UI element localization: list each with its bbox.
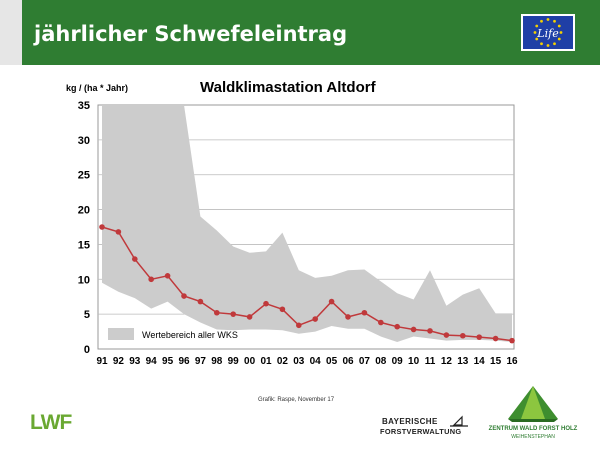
- x-tick-label: 03: [293, 356, 305, 367]
- zentrum-text: ZENTRUM WALD FORST HOLZ: [489, 426, 578, 432]
- data-point: [164, 273, 171, 279]
- x-tick-label: 98: [211, 356, 223, 367]
- x-tick-label: 13: [457, 356, 469, 367]
- eu-star-icon: [553, 19, 556, 23]
- eu-star-icon: [557, 37, 561, 41]
- x-tick-label: 02: [277, 356, 289, 367]
- x-tick-label: 93: [129, 356, 141, 367]
- data-point: [328, 298, 335, 305]
- eu-star-icon: [535, 24, 539, 28]
- x-tick-label: 96: [178, 356, 190, 367]
- eu-star-icon: [546, 18, 550, 21]
- data-point: [115, 229, 122, 235]
- y-tick-label: 20: [78, 205, 90, 217]
- y-tick-label: 0: [84, 344, 90, 356]
- bayerische-forstverwaltung-logo: BAYERISCHE FORSTVERWALTUNG: [380, 415, 468, 436]
- x-tick-label: 07: [359, 356, 371, 367]
- data-point: [443, 332, 450, 338]
- header-bar: [22, 0, 600, 65]
- lwf-logo-text: LWF: [30, 411, 72, 432]
- x-tick-label: 91: [96, 356, 108, 367]
- data-point: [246, 314, 253, 320]
- data-point: [148, 276, 154, 283]
- y-tick-label: 30: [78, 135, 90, 147]
- x-tick-labels: 91 92 93 94 95 96 97 98 99 00 01 02 03 04 05 06 07 08 09 10…: [96, 356, 518, 367]
- data-point: [181, 293, 187, 299]
- data-point: [99, 224, 105, 230]
- y-tick-label: 10: [78, 274, 90, 286]
- header-accent-strip: [0, 0, 22, 65]
- x-tick-label: 11: [425, 356, 436, 367]
- data-point: [410, 326, 417, 333]
- x-tick-label: 97: [195, 356, 207, 367]
- y-tick-label: 5: [84, 309, 90, 321]
- x-tick-label: 94: [146, 356, 158, 367]
- eu-star-icon: [533, 31, 537, 34]
- data-point: [312, 316, 319, 322]
- x-tick-label: 99: [228, 356, 240, 367]
- eu-life-logo: Life: [521, 14, 575, 51]
- data-point: [378, 319, 384, 326]
- data-point: [394, 323, 401, 330]
- eu-star-icon: [553, 42, 556, 46]
- data-point: [509, 337, 515, 344]
- zentrum-wald-forst-holz-logo: ZENTRUM WALD FORST HOLZ WEIHENSTEPHAN: [489, 386, 578, 440]
- eu-star-icon: [546, 44, 550, 47]
- header-banner: jährlicher Schwefeleintrag Life: [0, 0, 600, 65]
- data-point: [460, 332, 466, 339]
- eu-star-icon: [540, 42, 543, 46]
- sulfur-deposition-chart: Waldklimastation Altdorf kg / (ha * Jahr…: [66, 79, 518, 367]
- y-tick-label: 15: [78, 239, 90, 251]
- series-line-group: [99, 224, 515, 344]
- x-tick-label: 16: [506, 356, 518, 367]
- x-tick-label: 08: [375, 356, 387, 367]
- x-tick-label: 04: [310, 356, 322, 367]
- x-tick-label: 05: [326, 356, 338, 367]
- legend-label: Wertebereich aller WKS: [142, 330, 238, 340]
- data-point: [345, 314, 351, 320]
- eu-star-icon: [559, 31, 563, 34]
- data-point: [427, 328, 433, 334]
- x-tick-label: 01: [260, 356, 272, 367]
- data-point: [476, 334, 483, 340]
- data-point: [214, 309, 220, 316]
- data-point: [279, 306, 286, 313]
- x-tick-label: 00: [244, 356, 256, 367]
- x-tick-label: 06: [342, 356, 354, 367]
- legend-swatch: [108, 328, 134, 340]
- tree-mark-icon: [452, 415, 463, 426]
- range-band: [102, 105, 512, 342]
- forstverwaltung-text: FORSTVERWALTUNG: [380, 427, 461, 436]
- data-point: [492, 335, 499, 342]
- eu-star-icon: [557, 24, 561, 28]
- weihenstephan-text: WEIHENSTEPHAN: [511, 434, 555, 440]
- y-tick-label: 25: [78, 170, 90, 182]
- x-tick-label: 10: [408, 356, 420, 367]
- x-tick-label: 09: [392, 356, 404, 367]
- x-tick-label: 95: [162, 356, 174, 367]
- bayerische-text: BAYERISCHE: [382, 417, 438, 426]
- x-tick-label: 92: [113, 356, 125, 367]
- data-point: [361, 309, 368, 316]
- page-title: jährlicher Schwefeleintrag: [34, 22, 348, 46]
- data-point: [263, 300, 269, 307]
- x-tick-label: 15: [490, 356, 502, 367]
- data-point: [230, 311, 236, 317]
- lwf-logo: LWF: [30, 411, 73, 432]
- data-point: [296, 322, 302, 329]
- y-tick-label: 35: [78, 100, 90, 112]
- eu-star-icon: [535, 37, 539, 41]
- data-point: [197, 298, 204, 305]
- chart-credit: Grafik: Raspe, November 17: [258, 397, 335, 403]
- eu-life-text: Life: [536, 27, 559, 40]
- data-point: [132, 256, 138, 262]
- x-tick-label: 14: [474, 356, 486, 367]
- eu-star-icon: [540, 19, 543, 23]
- chart-title: Waldklimastation Altdorf: [200, 79, 377, 96]
- y-axis-label: kg / (ha * Jahr): [66, 83, 128, 93]
- series-line: [101, 226, 513, 342]
- x-tick-label: 12: [441, 356, 453, 367]
- y-tick-labels: 0 5 10 15 20 25 30 35: [78, 100, 90, 356]
